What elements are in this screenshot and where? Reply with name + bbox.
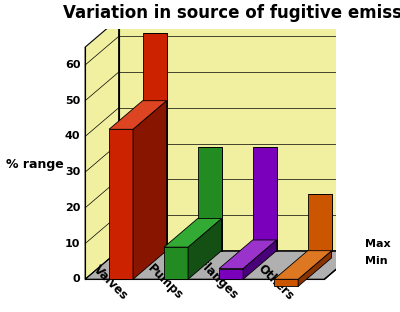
Text: 20: 20 — [65, 203, 80, 213]
Polygon shape — [119, 19, 358, 251]
Text: 40: 40 — [65, 131, 80, 141]
Polygon shape — [298, 251, 332, 286]
Polygon shape — [219, 269, 243, 279]
Polygon shape — [253, 147, 276, 251]
Text: 30: 30 — [65, 167, 80, 177]
Polygon shape — [188, 218, 222, 279]
Polygon shape — [109, 101, 166, 129]
Text: Max: Max — [365, 239, 391, 249]
Polygon shape — [109, 129, 133, 279]
Text: % range: % range — [6, 158, 64, 172]
Polygon shape — [274, 251, 332, 279]
Polygon shape — [164, 218, 222, 247]
Polygon shape — [133, 101, 166, 279]
Text: 50: 50 — [65, 96, 80, 106]
Polygon shape — [243, 240, 276, 279]
Polygon shape — [85, 251, 358, 279]
Text: Pumps: Pumps — [145, 262, 186, 303]
Text: Min: Min — [365, 256, 388, 266]
Text: Others: Others — [255, 262, 296, 303]
Polygon shape — [164, 247, 188, 279]
Text: Flanges: Flanges — [195, 257, 241, 303]
Polygon shape — [198, 147, 222, 251]
Text: Valves: Valves — [91, 263, 131, 303]
Polygon shape — [142, 33, 166, 251]
Text: 0: 0 — [73, 274, 80, 284]
Polygon shape — [219, 240, 276, 269]
Text: 10: 10 — [65, 239, 80, 249]
Text: Variation in source of fugitive emissions: Variation in source of fugitive emission… — [63, 4, 400, 22]
Polygon shape — [274, 279, 298, 286]
Text: 60: 60 — [65, 60, 80, 70]
Polygon shape — [85, 19, 119, 279]
Polygon shape — [308, 193, 332, 251]
